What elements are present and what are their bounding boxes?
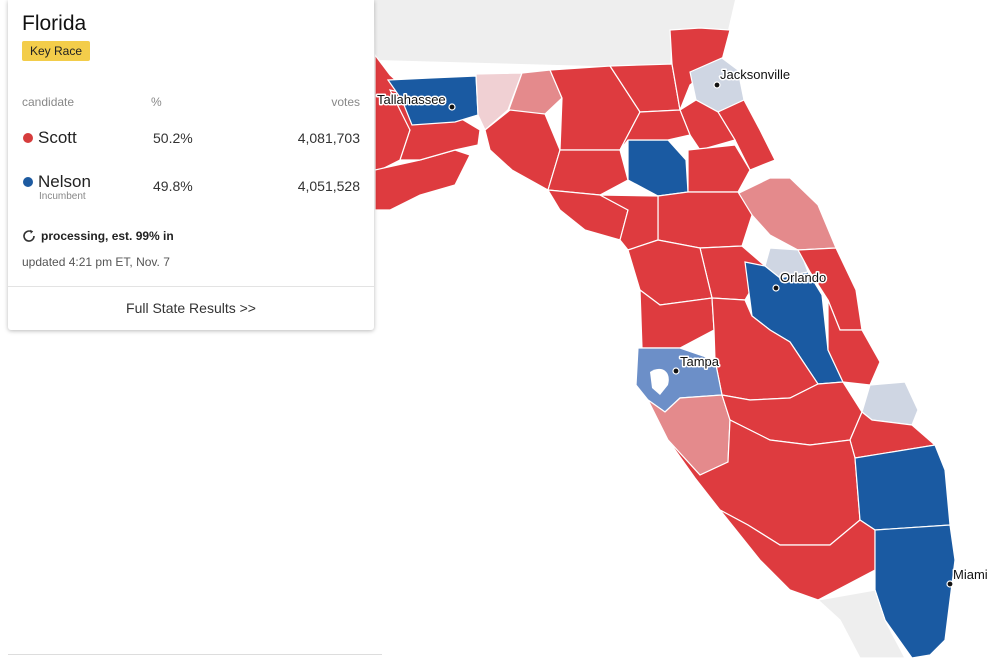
city-label-orlando: Orlando <box>780 270 826 285</box>
county-jefferson-light[interactable] <box>507 69 563 115</box>
neighbor-state-georgia <box>374 0 735 68</box>
city-marker-tallahassee <box>448 103 456 111</box>
processing-status: processing, est. 99% in <box>22 229 174 243</box>
party-dot-republican <box>23 133 33 143</box>
next-panel-edge <box>8 654 382 655</box>
updated-timestamp: updated 4:21 pm ET, Nov. 7 <box>22 255 170 269</box>
tampa-bay-water <box>650 368 669 395</box>
full-state-results-link[interactable]: Full State Results >> <box>126 300 256 316</box>
race-results-panel: Florida Key Race candidate % votes Scott… <box>8 0 374 330</box>
candidate-name: Scott <box>38 128 77 147</box>
city-label-tallahassee: Tallahassee <box>377 92 446 107</box>
panel-divider <box>8 286 374 287</box>
city-marker-orlando <box>772 284 780 292</box>
city-marker-miami <box>946 580 954 588</box>
header-percent: % <box>151 95 162 109</box>
county-putnam[interactable] <box>687 144 751 193</box>
candidate-votes: 4,051,528 <box>297 178 360 194</box>
county-marion[interactable] <box>657 191 753 249</box>
party-dot-democrat <box>23 177 33 187</box>
candidate-percent: 50.2% <box>153 130 193 146</box>
county-gadsden-pale[interactable] <box>475 72 523 131</box>
candidate-percent: 49.8% <box>153 178 193 194</box>
candidate-name: Nelson <box>38 172 91 191</box>
header-votes: votes <box>331 95 360 109</box>
refresh-icon <box>23 229 35 242</box>
county-lafayette[interactable] <box>547 149 629 196</box>
county-alachua[interactable] <box>627 139 689 197</box>
city-marker-jacksonville <box>713 81 721 89</box>
candidate-votes: 4,081,703 <box>297 130 360 146</box>
county-big-bend[interactable] <box>484 109 561 191</box>
county-palm-beach[interactable] <box>854 444 951 531</box>
state-title: Florida <box>22 12 87 35</box>
city-label-jacksonville: Jacksonville <box>720 67 790 82</box>
county-brevard[interactable] <box>827 299 881 386</box>
incumbent-label: Incumbent <box>39 191 86 202</box>
status-text: processing, est. 99% in <box>41 229 174 243</box>
city-label-tampa: Tampa <box>680 354 720 369</box>
key-race-badge: Key Race <box>22 41 91 61</box>
county-monroe[interactable] <box>816 589 906 659</box>
city-marker-tampa <box>672 367 680 375</box>
city-label-miami: Miami <box>953 567 988 582</box>
header-candidate: candidate <box>22 95 75 109</box>
county-leon[interactable] <box>386 75 479 126</box>
